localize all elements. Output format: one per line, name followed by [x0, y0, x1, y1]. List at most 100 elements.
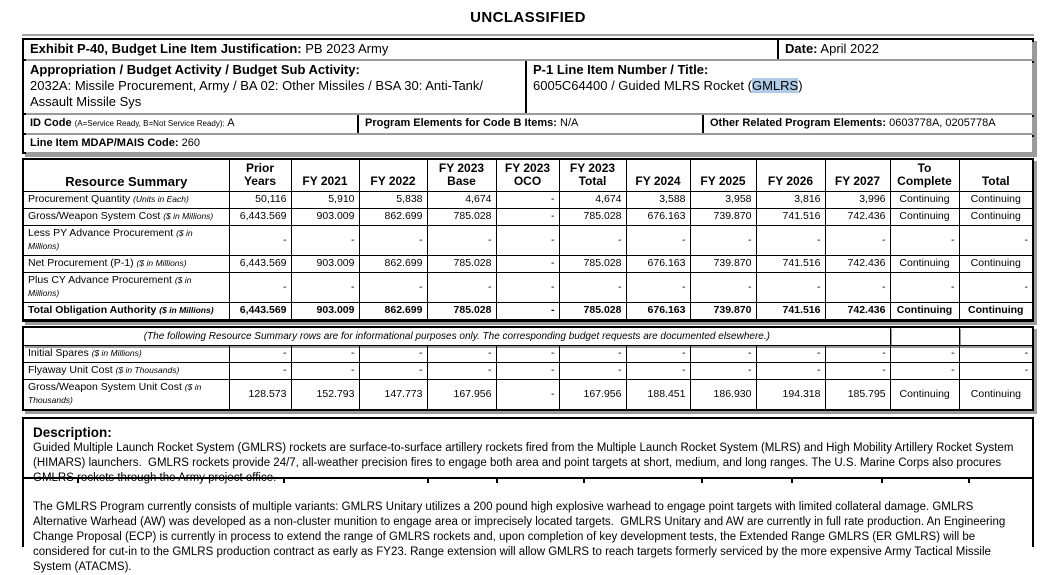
- cell: 6,443.569: [228, 255, 292, 273]
- date-label: Date:: [785, 41, 818, 56]
- appropriation-cell: Appropriation / Budget Activity / Budget…: [24, 61, 525, 113]
- blank-cell: [889, 326, 960, 346]
- cell: 903.009: [290, 302, 360, 321]
- table-row: Flyaway Unit Cost ($ in Thousands) - - - - - -…: [22, 362, 1034, 380]
- cell: -: [495, 191, 560, 209]
- table-row: Total Obligation Authority ($ in Million…: [22, 302, 1034, 321]
- cell: -: [958, 225, 1034, 256]
- cell: -: [495, 362, 560, 380]
- cell: 785.028: [426, 255, 497, 273]
- resource-summary-header-row: Resource Summary Prior Years FY 2021 FY …: [22, 158, 1034, 192]
- cell: -: [558, 362, 627, 380]
- appropriation-label: Appropriation / Budget Activity / Budget…: [30, 62, 360, 77]
- cell: 741.516: [755, 302, 826, 321]
- cell: Continuing: [958, 208, 1034, 226]
- other-related-pe-cell: Other Related Program Elements: 0603778A…: [702, 115, 1032, 133]
- cell: 188.451: [625, 379, 691, 411]
- id-code-cell: ID Code (A=Service Ready, B=Not Service …: [24, 115, 357, 133]
- other-related-pe-label: Other Related Program Elements:: [710, 117, 887, 129]
- cell: 6,443.569: [228, 302, 292, 321]
- cell: Continuing: [958, 255, 1034, 273]
- cell: 785.028: [558, 302, 627, 321]
- cell: -: [625, 362, 691, 380]
- cell: -: [824, 345, 891, 363]
- row-label: Gross/Weapon System Cost ($ in Millions): [22, 208, 230, 226]
- p40-exhibit-page: UNCLASSIFIED Exhibit P-40, Budget Line I…: [22, 9, 1035, 573]
- column-header: FY 2022: [358, 158, 428, 192]
- cell: 741.516: [755, 208, 826, 226]
- row-label: Gross/Weapon System Unit Cost ($ in Thou…: [22, 379, 230, 411]
- program-elements-label: Program Elements for Code B Items:: [365, 117, 557, 129]
- cell: -: [755, 225, 826, 256]
- cell: -: [689, 272, 757, 303]
- exhibit-value: PB 2023 Army: [305, 41, 389, 56]
- cell: 742.436: [824, 255, 891, 273]
- id-code-value: A: [227, 117, 235, 129]
- cell: -: [228, 272, 292, 303]
- cell: Continuing: [889, 208, 960, 226]
- p1-value-suffix: ): [798, 78, 803, 93]
- cell: -: [358, 345, 428, 363]
- cell: -: [290, 345, 360, 363]
- row-label: Total Obligation Authority ($ in Million…: [22, 302, 230, 321]
- cell: 862.699: [358, 302, 428, 321]
- cell: Continuing: [889, 379, 960, 411]
- table-row: Plus CY Advance Procurement ($ in Millio…: [22, 272, 1034, 303]
- id-code-paren: (A=Service Ready, B=Not Service Ready):: [74, 119, 225, 128]
- cell: 50,116: [228, 191, 292, 209]
- row-label: Net Procurement (P-1) ($ in Millions): [22, 255, 230, 273]
- cell: -: [689, 225, 757, 256]
- p1-value-highlight: GMLRS: [751, 78, 799, 93]
- cell: -: [958, 345, 1034, 363]
- cell: 676.163: [625, 302, 691, 321]
- cell: -: [558, 272, 627, 303]
- cell: 147.773: [358, 379, 428, 411]
- exhibit-row: Exhibit P-40, Budget Line Item Justifica…: [24, 40, 1032, 61]
- column-header: FY 2023 Base: [426, 158, 497, 192]
- informational-note: (The following Resource Summary rows are…: [22, 326, 891, 346]
- cell: 903.009: [290, 255, 360, 273]
- row-label: Procurement Quantity (Units in Each): [22, 191, 230, 209]
- id-code-row: ID Code (A=Service Ready, B=Not Service …: [24, 115, 1032, 135]
- cell: 4,674: [426, 191, 497, 209]
- row-label: Initial Spares ($ in Millions): [22, 345, 230, 363]
- cell: -: [889, 345, 960, 363]
- cell: Continuing: [958, 302, 1034, 321]
- program-elements-value: N/A: [560, 117, 579, 129]
- p1-value: 6005C64400 / Guided MLRS Rocket (GMLRS): [533, 78, 1026, 94]
- cell: 4,674: [558, 191, 627, 209]
- cell: 185.795: [824, 379, 891, 411]
- cell: -: [824, 225, 891, 256]
- cell: 186.930: [689, 379, 757, 411]
- cell: 167.956: [558, 379, 627, 411]
- column-header: Prior Years: [228, 158, 292, 192]
- cell: -: [495, 345, 560, 363]
- p1-line-item-cell: P-1 Line Item Number / Title: 6005C64400…: [525, 61, 1032, 113]
- cell: 5,838: [358, 191, 428, 209]
- cell: -: [290, 362, 360, 380]
- cell: -: [689, 345, 757, 363]
- p1-value-prefix: 6005C64400 / Guided MLRS Rocket (: [533, 78, 752, 93]
- column-header: Total: [958, 158, 1034, 192]
- cell: -: [495, 379, 560, 411]
- cell: Continuing: [889, 255, 960, 273]
- cell: Continuing: [889, 191, 960, 209]
- program-elements-cell: Program Elements for Code B Items: N/A: [357, 115, 702, 133]
- cell: -: [889, 362, 960, 380]
- header-info-table: Exhibit P-40, Budget Line Item Justifica…: [22, 38, 1034, 154]
- table-row: Procurement Quantity (Units in Each) 50,1…: [22, 191, 1034, 209]
- cell: Continuing: [958, 379, 1034, 411]
- cell: -: [958, 272, 1034, 303]
- cell: 741.516: [755, 255, 826, 273]
- cell: -: [358, 272, 428, 303]
- cell: 3,816: [755, 191, 826, 209]
- cell: 903.009: [290, 208, 360, 226]
- cell: -: [625, 225, 691, 256]
- resource-summary-table: Resource Summary Prior Years FY 2021 FY …: [22, 158, 1034, 322]
- cell: 3,996: [824, 191, 891, 209]
- column-header: Resource Summary: [22, 158, 230, 192]
- cell: 785.028: [558, 208, 627, 226]
- blank-cell: [958, 326, 1034, 346]
- cell: -: [495, 272, 560, 303]
- id-code-label: ID Code: [30, 117, 72, 129]
